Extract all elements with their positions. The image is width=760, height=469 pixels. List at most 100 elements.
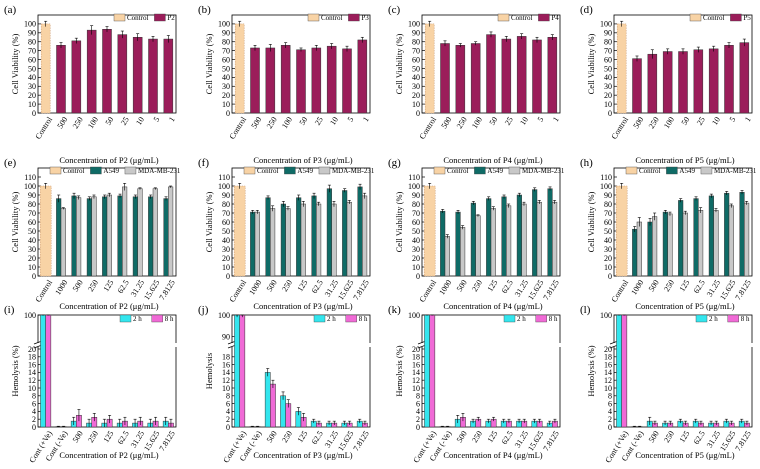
bar-p5 — [708, 48, 719, 114]
x-tick-label: 100 — [470, 115, 484, 130]
legend-swatch — [474, 166, 486, 175]
legend-swatch — [433, 166, 446, 175]
y-tick-label: 80 — [222, 38, 230, 47]
legend-label: MDA-MB-231 — [714, 167, 757, 175]
bar-control — [615, 185, 628, 277]
legend-label: 8 h — [165, 315, 174, 323]
legend-label: 8 h — [359, 315, 368, 323]
bar-p5 — [724, 45, 734, 114]
bar-a549 — [148, 196, 154, 277]
bar-p2 — [71, 40, 82, 114]
x-tick-label: 500 — [71, 429, 85, 444]
plot-frame — [37, 314, 177, 428]
y-tick-label: 70 — [412, 46, 420, 55]
x-tick-label: 500 — [455, 278, 469, 293]
x-tick-label: 250 — [280, 278, 294, 293]
x-tick-label: Control — [418, 278, 439, 304]
x-tick-label: 500 — [55, 115, 69, 130]
legend-swatch — [154, 13, 166, 22]
panel-label: (f) — [198, 157, 209, 169]
bar-a549 — [311, 195, 317, 277]
y-tick-label: 100 — [218, 20, 230, 29]
legend-swatch — [243, 166, 256, 175]
axis-break-gap — [610, 343, 618, 347]
x-tick-label: 500 — [631, 115, 645, 130]
bar-2-h — [616, 314, 622, 428]
legend-swatch — [666, 166, 678, 175]
bar-control — [423, 185, 436, 277]
y-tick-label: 20 — [28, 254, 36, 263]
x-tick-label: 125 — [295, 429, 309, 444]
y-tick-label: 100 — [600, 182, 612, 191]
y-tick-label: 40 — [604, 236, 612, 245]
y-tick-label: 40 — [222, 236, 230, 245]
y-tick-label: 4 — [608, 407, 612, 416]
bar-p2 — [148, 38, 158, 114]
y-tick-label: 20 — [28, 345, 36, 354]
y-tick-label: 100 — [408, 20, 420, 29]
bar-a549 — [296, 197, 302, 277]
panel-label: (i) — [4, 304, 15, 316]
bar-8-h — [270, 383, 276, 428]
bar-mda-mb-231 — [122, 186, 128, 277]
panel-label: (b) — [198, 4, 211, 16]
y-tick-label: 70 — [28, 46, 36, 55]
y-tick-label: 20 — [604, 345, 612, 354]
y-tick-label: 20 — [412, 91, 420, 100]
y-tick-label: 16 — [222, 360, 230, 369]
bar-mda-mb-231 — [285, 208, 291, 277]
y-tick-label: 100 — [408, 311, 420, 320]
legend-swatch — [538, 13, 550, 22]
x-tick-label: 1000 — [53, 278, 69, 296]
bar-mda-mb-231 — [346, 201, 352, 277]
legend-label: 2 h — [709, 315, 718, 323]
x-tick-label: 500 — [249, 115, 263, 130]
bar-p2 — [86, 29, 97, 114]
y-tick-label: 40 — [222, 73, 230, 82]
y-tick-label: 70 — [412, 209, 420, 218]
bar-mda-mb-231 — [168, 186, 174, 277]
bar-a549 — [678, 200, 684, 277]
y-tick-label: 18 — [412, 353, 420, 362]
bar-p4 — [532, 39, 542, 114]
y-tick-label: 100 — [24, 311, 36, 320]
legend-swatch — [503, 314, 516, 323]
y-tick-label: 110 — [218, 173, 230, 182]
bar-a549 — [470, 202, 476, 277]
y-tick-label: 80 — [604, 200, 612, 209]
legend-label: Control — [703, 14, 724, 22]
bar-p2 — [117, 34, 128, 114]
x-tick-label: 1000 — [437, 278, 453, 296]
x-tick-label: 1 — [743, 115, 753, 123]
legend-label: Control — [321, 14, 342, 22]
y-axis-label: Hemolysis (%) — [10, 345, 20, 396]
y-tick-label: 6 — [226, 399, 230, 408]
bar-mda-mb-231 — [521, 203, 527, 277]
x-axis-label: Concentration of P3 (μg/mL) — [253, 155, 352, 165]
x-tick-label: 250 — [662, 429, 676, 444]
bar-control — [234, 23, 245, 114]
bar-p4 — [470, 43, 481, 114]
y-tick-label: 50 — [412, 64, 420, 73]
bar-mda-mb-231 — [506, 205, 512, 277]
y-tick-label: 100 — [600, 311, 612, 320]
axis-break-gap — [556, 343, 564, 347]
y-tick-label: 6 — [608, 399, 612, 408]
y-tick-label: 60 — [222, 218, 230, 227]
y-tick-label: 10 — [222, 384, 230, 393]
legend-swatch — [535, 314, 547, 323]
x-tick-label: 125 — [485, 278, 499, 293]
y-tick-label: 110 — [408, 173, 420, 182]
x-tick-label: 1000 — [247, 278, 263, 296]
y-tick-label: 18 — [28, 353, 36, 362]
bar-8-h — [621, 314, 628, 428]
plot-frame — [231, 314, 371, 428]
x-tick-label: 7.8125 — [351, 429, 370, 452]
bar-p5 — [739, 42, 750, 114]
x-axis-label: Concentration of P2 (μg/mL) — [59, 155, 158, 165]
y-tick-label: 18 — [604, 353, 612, 362]
y-tick-label: 90 — [412, 191, 420, 200]
legend-label: Control — [127, 14, 148, 22]
y-tick-label: 0 — [416, 423, 420, 432]
